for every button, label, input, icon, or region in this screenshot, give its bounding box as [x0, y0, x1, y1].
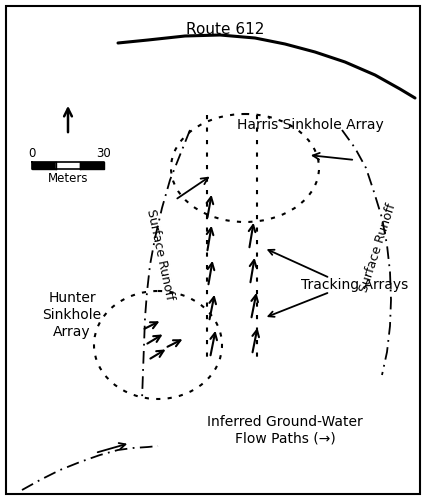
Text: Hunter
Sinkhole
Array: Hunter Sinkhole Array [43, 290, 101, 340]
Text: Meters: Meters [48, 172, 88, 185]
Text: Tracking Arrays: Tracking Arrays [301, 278, 409, 292]
Text: Surface Runoff: Surface Runoff [144, 208, 176, 302]
Text: Route 612: Route 612 [186, 22, 264, 37]
Text: Harris Sinkhole Array: Harris Sinkhole Array [236, 118, 383, 132]
Text: Inferred Ground-Water
Flow Paths (→): Inferred Ground-Water Flow Paths (→) [207, 415, 363, 445]
Text: 0: 0 [28, 147, 36, 160]
Text: 30: 30 [97, 147, 111, 160]
Text: Surface Runoff: Surface Runoff [357, 202, 398, 294]
